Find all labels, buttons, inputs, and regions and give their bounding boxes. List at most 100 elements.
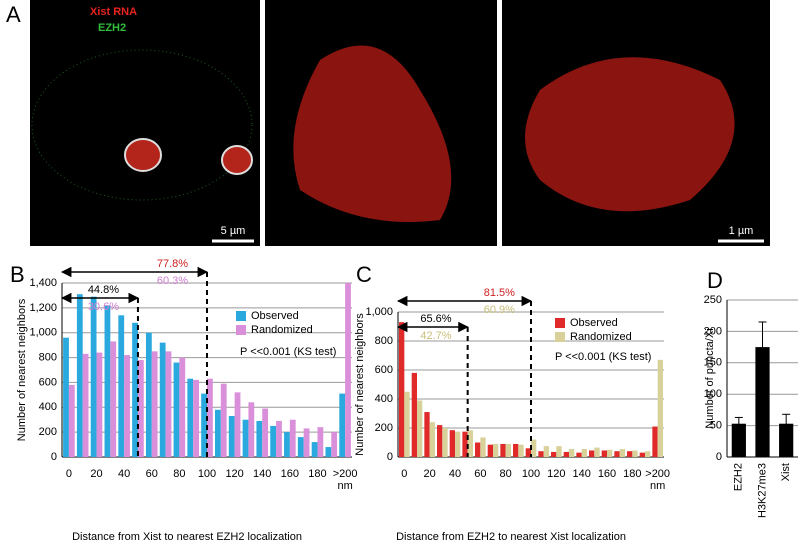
y-tick-label: 800	[39, 351, 57, 363]
bar	[543, 446, 549, 457]
x-tick-label: H3K27me3	[756, 463, 768, 518]
bar	[551, 451, 557, 457]
bar	[731, 423, 746, 457]
panel-label: C	[356, 262, 372, 287]
bar	[607, 449, 613, 457]
bar	[234, 392, 241, 457]
bar	[645, 451, 651, 457]
x-tick-label: 180	[308, 468, 326, 480]
xist-cloud	[124, 138, 162, 172]
bar	[424, 412, 430, 457]
bar	[179, 357, 186, 457]
y-tick-label: 600	[39, 376, 57, 388]
bar	[601, 450, 607, 457]
y-tick-label: 250	[704, 294, 722, 306]
y-tick-label: 1,200	[29, 302, 57, 314]
bar	[270, 425, 277, 457]
bar	[303, 428, 310, 457]
bar	[132, 322, 138, 457]
bar	[96, 352, 103, 457]
x-tick-label: 180	[623, 468, 641, 480]
bar	[779, 423, 794, 457]
annotation: P <<0.001 (KS test)	[555, 351, 651, 363]
scale-label: 1 µm	[729, 225, 754, 237]
bar	[639, 452, 645, 457]
bar	[437, 425, 443, 457]
legend-text: Randomized	[570, 331, 632, 343]
legend-text: Xist RNA	[90, 6, 137, 18]
panel-label: D	[707, 268, 723, 293]
y-axis-label: Number of nearest neighbors	[354, 313, 366, 456]
bar	[475, 442, 481, 457]
bar	[513, 443, 519, 457]
bar	[110, 341, 117, 457]
x-tick-label: >200	[333, 468, 358, 480]
x-tick-label: 40	[118, 468, 130, 480]
bar	[82, 353, 89, 457]
bar	[417, 400, 423, 457]
bar	[207, 378, 213, 457]
bar	[220, 383, 227, 457]
bar	[256, 420, 263, 457]
bar	[652, 426, 658, 457]
bar	[68, 384, 75, 457]
bar	[556, 446, 562, 457]
y-tick-label: 50	[710, 420, 722, 432]
panel-a: A Xist RNA EZH2 5 µm 1 µm	[6, 0, 770, 246]
bar	[518, 444, 524, 457]
legend-text: EZH2	[98, 22, 126, 34]
x-tick-label: 160	[281, 468, 299, 480]
bar	[173, 362, 180, 457]
x-tick-label: 140	[572, 468, 590, 480]
y-tick-label: 400	[375, 393, 393, 405]
bar	[201, 393, 207, 457]
x-unit: nm	[337, 480, 352, 492]
x-tick-label: 20	[90, 468, 102, 480]
legend-swatch	[555, 332, 565, 342]
x-tick-label: 0	[66, 468, 72, 480]
bar	[317, 427, 324, 457]
x-tick-label: Xist	[780, 463, 792, 481]
bar	[589, 450, 595, 457]
bar	[248, 402, 255, 457]
bar	[563, 451, 569, 457]
bar	[525, 448, 531, 457]
legend-swatch	[236, 325, 246, 335]
bar	[467, 430, 473, 457]
bar	[262, 408, 269, 457]
bar	[538, 451, 544, 457]
bar	[159, 342, 166, 457]
bar	[594, 447, 600, 457]
bar	[228, 415, 235, 457]
y-tick-label: 1,000	[365, 306, 393, 318]
bar	[455, 431, 461, 457]
x-tick-label: 160	[598, 468, 616, 480]
y-tick-label: 0	[387, 451, 393, 463]
bar	[632, 450, 638, 457]
bar	[76, 294, 83, 457]
bar	[627, 451, 633, 457]
x-tick-label: 100	[198, 468, 216, 480]
legend-text: Randomized	[251, 324, 313, 336]
y-tick-label: 200	[39, 426, 57, 438]
x-axis-label: Distance from Xist to nearest EZH2 local…	[72, 531, 302, 543]
bracket-label: 60.9%	[484, 304, 515, 316]
bar	[411, 372, 417, 457]
bar	[569, 449, 575, 457]
x-tick-label: 40	[449, 468, 461, 480]
bar	[137, 360, 144, 457]
x-tick-label: 100	[522, 468, 540, 480]
bar	[345, 283, 351, 457]
bar	[331, 432, 338, 457]
bar	[276, 420, 282, 457]
bar	[462, 431, 468, 457]
x-tick-label: 60	[146, 468, 158, 480]
legend-swatch	[555, 318, 565, 328]
annotation: P <<0.001 (KS test)	[240, 346, 336, 358]
panel-label: A	[6, 2, 21, 27]
x-tick-label: EZH2	[733, 463, 745, 491]
bar	[619, 449, 625, 457]
bar	[311, 442, 318, 457]
y-tick-label: 800	[375, 335, 393, 347]
